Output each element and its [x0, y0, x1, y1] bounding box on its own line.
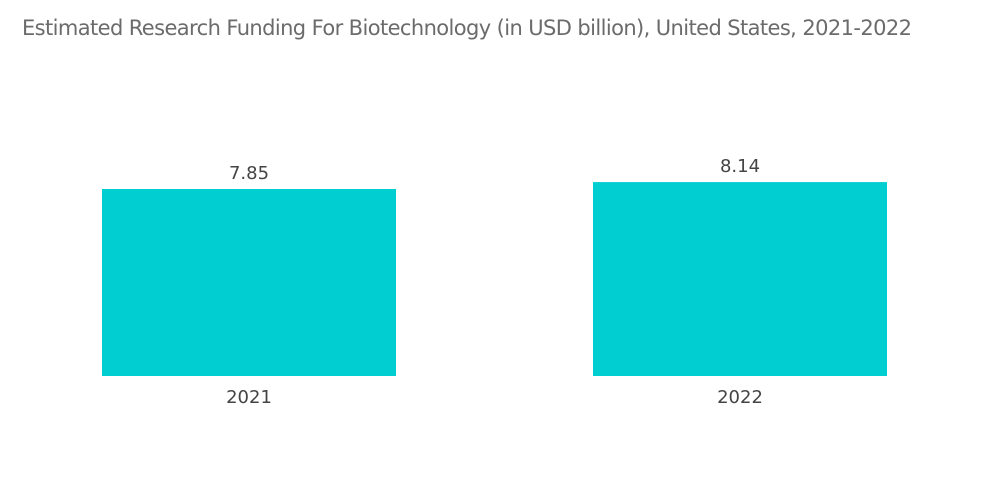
chart-title: Estimated Research Funding For Biotechno…	[22, 16, 912, 40]
x-tick-label-2022: 2022	[717, 387, 763, 408]
data-label-2021: 7.85	[229, 163, 269, 184]
data-label-2022: 8.14	[720, 156, 760, 177]
bar-2021	[102, 189, 396, 376]
bar-2022	[593, 182, 887, 376]
bars-group: 7.85 2021 8.14 2022	[102, 156, 887, 408]
x-tick-label-2021: 2021	[226, 387, 272, 408]
